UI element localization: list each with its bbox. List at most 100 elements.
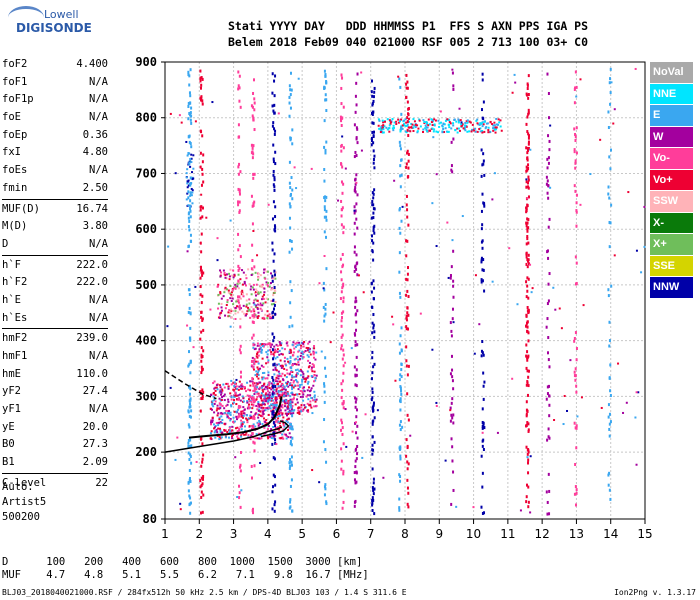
echo-streak-point bbox=[200, 483, 203, 487]
echo-streak-point bbox=[372, 492, 375, 496]
echo-point bbox=[286, 418, 289, 421]
echo-point bbox=[250, 403, 253, 406]
param-separator bbox=[2, 254, 108, 256]
echo-streak-point bbox=[290, 478, 293, 482]
echo-point bbox=[233, 286, 236, 289]
echo-point bbox=[398, 120, 401, 123]
echo-point bbox=[254, 291, 257, 294]
echo-streak-point bbox=[289, 106, 292, 110]
param-row: fxI 4.80 bbox=[2, 144, 108, 162]
echo-point bbox=[261, 376, 264, 379]
noise-point bbox=[289, 139, 292, 142]
echo-point bbox=[244, 274, 247, 277]
echo-streak-point bbox=[273, 224, 276, 228]
echo-streak-point bbox=[546, 191, 549, 195]
echo-streak-point bbox=[373, 90, 376, 94]
echo-streak-point bbox=[342, 284, 345, 288]
echo-point bbox=[300, 404, 303, 407]
echo-point bbox=[273, 392, 276, 395]
echo-point bbox=[248, 302, 251, 305]
echo-point bbox=[301, 371, 304, 374]
echo-point bbox=[229, 292, 232, 295]
echo-point bbox=[251, 407, 254, 410]
echo-point bbox=[246, 310, 249, 313]
echo-point bbox=[268, 394, 271, 397]
echo-point bbox=[243, 312, 246, 315]
echo-point bbox=[250, 434, 253, 437]
echo-streak-point bbox=[239, 325, 242, 329]
echo-streak-point bbox=[547, 351, 550, 355]
echo-streak-point bbox=[575, 85, 578, 89]
echo-streak-point bbox=[526, 393, 529, 397]
header-labels: Stati YYYY DAY DDD HHMMSS P1 FFS S AXN P… bbox=[228, 19, 589, 33]
echo-streak-point bbox=[341, 116, 344, 120]
x-tick-label: 2 bbox=[195, 527, 203, 541]
echo-point bbox=[278, 340, 281, 343]
noise-point bbox=[439, 110, 442, 113]
echo-point bbox=[274, 366, 277, 369]
echo-streak-point bbox=[341, 191, 344, 195]
echo-streak-point bbox=[451, 71, 454, 75]
echo-point bbox=[240, 384, 243, 387]
echo-point bbox=[288, 426, 291, 429]
echo-streak-point bbox=[607, 415, 610, 419]
echo-streak-point bbox=[400, 349, 403, 353]
echo-point bbox=[307, 409, 310, 412]
noise-point bbox=[634, 416, 637, 419]
echo-streak-point bbox=[289, 458, 292, 462]
echo-streak-point bbox=[188, 392, 191, 396]
echo-streak-point bbox=[290, 463, 293, 467]
echo-point bbox=[288, 362, 291, 365]
echo-point bbox=[222, 295, 225, 298]
echo-point bbox=[270, 288, 273, 291]
echo-point bbox=[294, 369, 297, 372]
echo-point bbox=[287, 360, 290, 363]
param-name: h`Es bbox=[2, 311, 28, 324]
echo-point bbox=[313, 394, 316, 397]
param-name: foF2 bbox=[2, 58, 28, 70]
echo-streak-point bbox=[325, 109, 328, 113]
echo-point bbox=[257, 292, 260, 295]
echo-point bbox=[223, 399, 226, 402]
echo-streak-point bbox=[237, 87, 240, 91]
echo-point bbox=[246, 414, 249, 417]
echo-streak-point bbox=[202, 453, 205, 457]
param-row: C-level 22 bbox=[2, 475, 108, 493]
echo-streak-point bbox=[187, 104, 190, 108]
echo-streak-point bbox=[609, 67, 612, 71]
echo-point bbox=[301, 390, 304, 393]
echo-streak-point bbox=[251, 114, 254, 118]
echo-point bbox=[247, 418, 250, 421]
echo-point bbox=[281, 436, 284, 439]
echo-streak-point bbox=[610, 284, 613, 288]
echo-streak-point bbox=[481, 485, 484, 489]
echo-point bbox=[301, 380, 304, 383]
noise-point bbox=[345, 445, 348, 448]
echo-point bbox=[250, 364, 253, 367]
echo-point bbox=[245, 303, 248, 306]
echo-point bbox=[281, 399, 284, 402]
x-tick-label: 8 bbox=[401, 527, 409, 541]
echo-streak-point bbox=[355, 126, 358, 130]
echo-point bbox=[313, 380, 316, 383]
echo-streak-point bbox=[399, 385, 402, 389]
echo-point bbox=[240, 297, 243, 300]
echo-point bbox=[410, 126, 413, 129]
echo-point bbox=[279, 385, 282, 388]
echo-point bbox=[453, 118, 456, 121]
echo-point bbox=[424, 127, 427, 130]
echo-point bbox=[213, 411, 216, 414]
echo-streak-point bbox=[187, 244, 190, 248]
echo-streak-point bbox=[482, 152, 485, 156]
echo-point bbox=[462, 127, 465, 130]
echo-streak-point bbox=[405, 327, 408, 331]
echo-streak-point bbox=[526, 181, 529, 185]
echo-point bbox=[262, 365, 265, 368]
echo-streak-point bbox=[372, 279, 375, 283]
echo-streak-point bbox=[323, 384, 326, 388]
echo-streak-point bbox=[340, 459, 343, 463]
echo-point bbox=[295, 375, 298, 378]
echo-point bbox=[218, 402, 221, 405]
echo-point bbox=[298, 370, 301, 373]
echo-point bbox=[285, 364, 288, 367]
